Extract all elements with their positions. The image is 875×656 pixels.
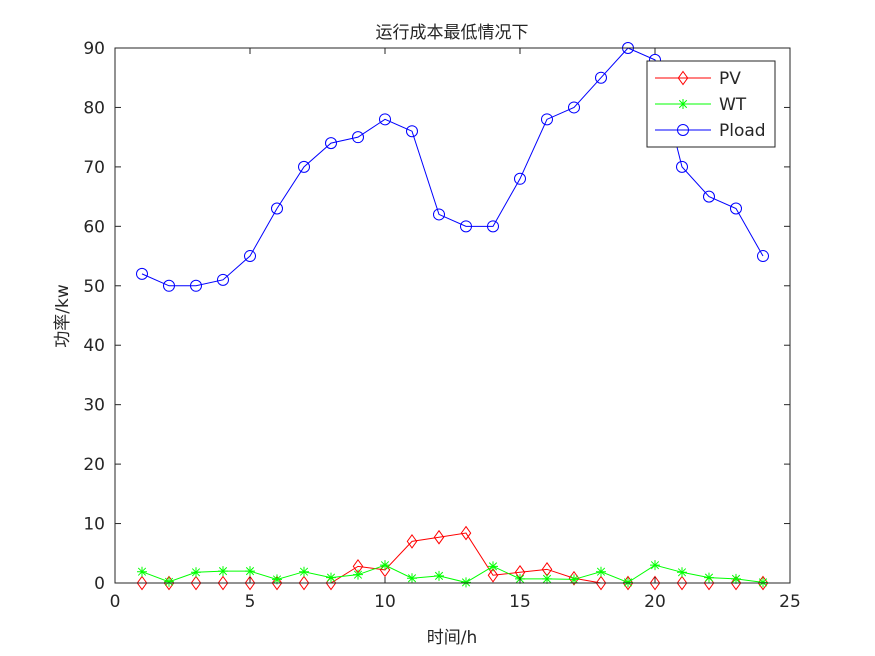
y-tick-label: 50 xyxy=(83,277,105,297)
data-point-pv xyxy=(595,575,607,591)
data-point-pload xyxy=(730,202,742,215)
x-tick-label: 15 xyxy=(509,592,531,612)
chart-title: 运行成本最低情况下 xyxy=(376,23,529,43)
x-tick-label: 10 xyxy=(374,592,396,612)
data-point-wt xyxy=(353,569,363,580)
legend-label-pload: Pload xyxy=(719,121,766,141)
data-point-wt xyxy=(731,573,741,584)
data-point-wt xyxy=(407,573,417,584)
data-point-pload xyxy=(487,220,499,233)
legend-marker-wt xyxy=(678,99,688,109)
data-point-wt xyxy=(137,566,147,577)
data-point-pv xyxy=(649,575,661,591)
data-point-pload xyxy=(190,279,202,292)
data-point-pload xyxy=(244,250,256,263)
y-tick-label: 10 xyxy=(83,515,105,535)
y-tick-label: 30 xyxy=(83,396,105,416)
data-point-pload xyxy=(298,160,310,173)
y-tick-label: 40 xyxy=(83,336,105,356)
data-point-wt xyxy=(488,561,498,572)
data-point-pload xyxy=(271,202,283,215)
data-point-pload xyxy=(379,113,391,126)
data-point-wt xyxy=(164,576,174,587)
x-axis-label: 时间/h xyxy=(427,628,478,648)
data-point-wt xyxy=(623,577,633,588)
data-point-wt xyxy=(704,572,714,583)
data-point-pv xyxy=(298,575,310,591)
data-point-wt xyxy=(677,567,687,578)
y-tick-label: 60 xyxy=(83,217,105,237)
axes-box xyxy=(114,47,791,584)
x-tick-label: 25 xyxy=(779,592,801,612)
data-point-wt xyxy=(326,572,336,583)
data-point-wt xyxy=(758,577,768,588)
data-point-pv xyxy=(190,575,202,591)
data-point-pload xyxy=(163,279,175,292)
data-point-wt xyxy=(245,566,255,577)
data-point-pload xyxy=(676,160,688,173)
x-tick-label: 5 xyxy=(245,592,256,612)
y-tick-label: 90 xyxy=(83,39,105,59)
data-point-pv xyxy=(271,575,283,591)
data-point-pload xyxy=(703,190,715,203)
data-point-pv xyxy=(406,534,418,549)
data-point-pload xyxy=(568,101,580,114)
data-point-pv xyxy=(757,575,769,591)
y-tick-label: 70 xyxy=(83,158,105,178)
y-tick-label: 80 xyxy=(83,98,105,118)
data-point-pv xyxy=(730,575,742,591)
data-point-pv xyxy=(433,529,445,545)
legend-label-wt: WT xyxy=(719,95,747,115)
data-point-pload xyxy=(514,172,526,185)
data-point-pload xyxy=(136,267,148,280)
data-point-pload xyxy=(352,131,364,144)
data-point-pload xyxy=(406,125,418,138)
data-point-wt xyxy=(569,574,579,585)
data-point-wt xyxy=(191,567,201,578)
series-wt xyxy=(137,560,768,588)
data-point-wt xyxy=(461,577,471,588)
data-point-pload xyxy=(757,250,769,263)
legend-label-pv: PV xyxy=(719,69,741,89)
data-point-pload xyxy=(217,273,229,286)
y-axis-label: 功率/kw xyxy=(53,284,73,348)
legend-marker-pload xyxy=(677,124,689,136)
data-point-pv xyxy=(217,575,229,591)
data-point-pv xyxy=(136,575,148,591)
data-point-wt xyxy=(218,566,228,577)
data-point-wt xyxy=(272,574,282,585)
data-point-pload xyxy=(460,220,472,233)
data-point-wt xyxy=(596,566,606,577)
x-tick-label: 0 xyxy=(110,592,121,612)
data-point-wt xyxy=(299,566,309,577)
y-tick-label: 0 xyxy=(94,574,105,594)
data-point-pload xyxy=(325,137,337,150)
data-point-pload xyxy=(541,113,553,126)
data-point-pv xyxy=(460,525,472,541)
data-point-pload xyxy=(433,208,445,221)
x-tick-label: 20 xyxy=(644,592,666,612)
legend-marker-pv xyxy=(677,70,689,86)
data-point-pv xyxy=(244,575,256,591)
axes-layer: 0 5 10 15 20 25 0 10 20 30 40 50 60 70 80 90 xyxy=(83,39,800,612)
data-point-pload xyxy=(595,71,607,84)
data-point-pv xyxy=(676,575,688,591)
data-point-wt xyxy=(434,570,444,581)
legend: PV WT Pload xyxy=(646,60,776,148)
data-point-pv xyxy=(487,567,499,583)
data-point-wt xyxy=(380,560,390,571)
data-point-wt xyxy=(542,573,552,584)
data-point-wt xyxy=(650,560,660,571)
y-tick-label: 20 xyxy=(83,455,105,475)
